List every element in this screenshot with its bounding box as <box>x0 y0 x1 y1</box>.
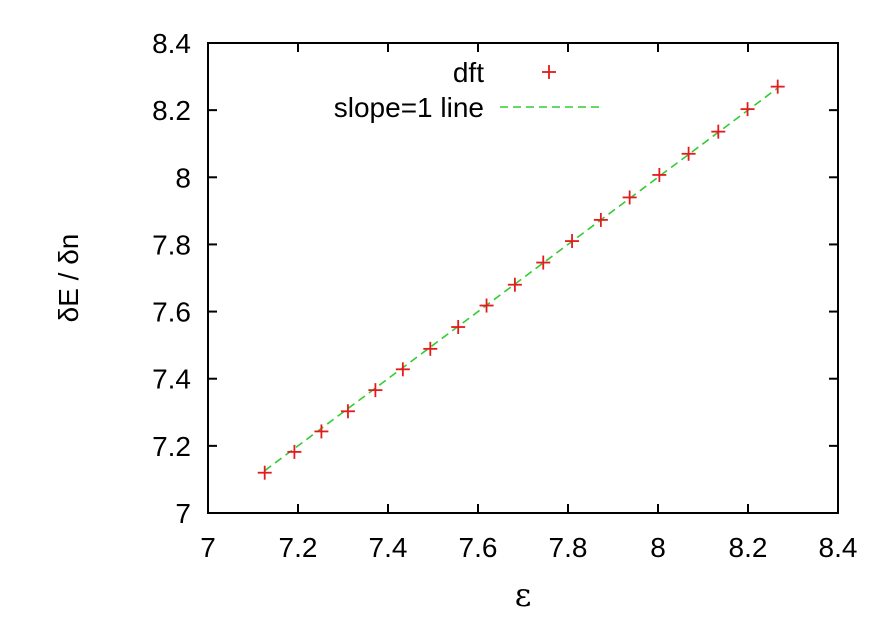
x-axis-label: ε <box>515 576 532 614</box>
data-point <box>770 79 785 94</box>
y-tick-label: 7.4 <box>152 364 191 395</box>
data-point <box>740 102 755 117</box>
x-tick-label: 7.4 <box>369 532 408 563</box>
data-point <box>257 465 272 480</box>
y-tick-label: 8.2 <box>152 95 191 126</box>
y-tick-label: 8 <box>175 162 191 193</box>
data-point <box>340 404 355 419</box>
data-point <box>287 444 302 459</box>
axes <box>207 42 839 514</box>
y-tick-label: 7.6 <box>152 297 191 328</box>
y-tick-label: 8.4 <box>152 28 191 59</box>
x-tick-label: 7.6 <box>459 532 498 563</box>
data-point <box>681 146 696 161</box>
data-point <box>593 212 608 227</box>
y-tick-label: 7 <box>175 498 191 529</box>
ticks: 7 7.2 7.4 7.6 7.8 8 8.2 8.4 7 7.2 7.4 7.6 7.8 8 8.2 8.4 <box>152 28 857 563</box>
data-point <box>368 383 383 398</box>
data-point <box>423 341 438 356</box>
data-point <box>536 255 551 270</box>
y-axis-label: δE / δn <box>53 234 84 323</box>
series-line-slope <box>264 87 779 472</box>
x-tick-label: 8.4 <box>819 532 858 563</box>
x-tick-label: 7.8 <box>549 532 588 563</box>
series <box>257 79 785 480</box>
data-point <box>652 167 667 182</box>
x-tick-label: 8.2 <box>729 532 768 563</box>
data-point <box>565 234 580 249</box>
plot-frame <box>207 42 839 514</box>
legend-marker-plus <box>542 65 556 79</box>
legend: dft slope=1 line <box>334 57 601 123</box>
data-point <box>314 424 329 439</box>
data-point <box>395 362 410 377</box>
data-point <box>622 190 637 205</box>
legend-label: dft <box>453 57 484 88</box>
x-tick-label: 8 <box>650 532 666 563</box>
y-tick-label: 7.2 <box>152 431 191 462</box>
legend-label: slope=1 line <box>334 92 484 123</box>
data-point <box>711 124 726 139</box>
x-tick-label: 7 <box>200 532 216 563</box>
data-point <box>479 298 494 313</box>
y-tick-label: 7.8 <box>152 229 191 260</box>
data-point <box>507 277 522 292</box>
x-tick-label: 7.2 <box>279 532 318 563</box>
data-point <box>451 320 466 335</box>
